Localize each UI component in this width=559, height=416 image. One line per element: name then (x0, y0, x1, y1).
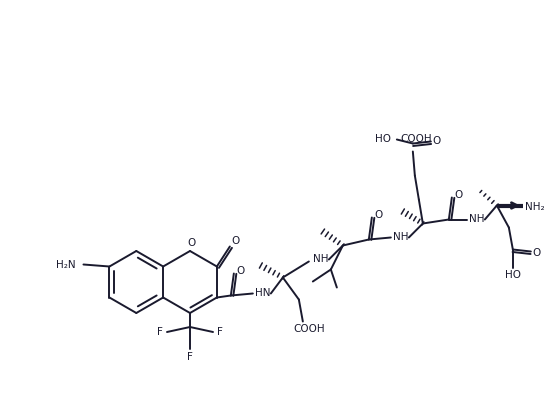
Text: H₂N: H₂N (56, 260, 75, 270)
Text: F: F (187, 352, 193, 362)
Text: F: F (217, 327, 223, 337)
Text: O: O (187, 238, 195, 248)
Text: HO: HO (375, 134, 391, 144)
Text: NH: NH (313, 255, 329, 265)
Text: NH₂: NH₂ (525, 201, 544, 211)
Text: O: O (433, 136, 441, 146)
Text: F: F (157, 327, 163, 337)
Text: O: O (232, 237, 240, 247)
Text: O: O (375, 210, 383, 220)
Text: COOH: COOH (400, 134, 432, 144)
Text: HN: HN (255, 289, 271, 299)
Text: O: O (454, 190, 463, 200)
Text: NH: NH (393, 233, 409, 243)
Text: O: O (533, 248, 541, 258)
Text: HO: HO (505, 270, 521, 280)
Text: O: O (236, 265, 245, 275)
Text: COOH: COOH (293, 324, 325, 334)
Text: NH: NH (469, 215, 485, 225)
